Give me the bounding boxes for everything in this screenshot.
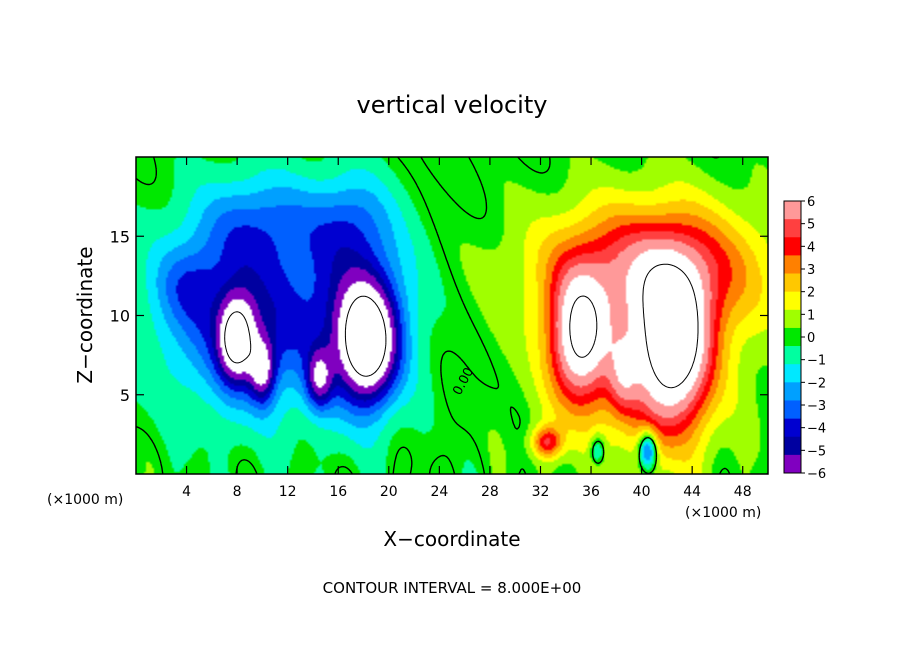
x-tick-label: 8: [233, 484, 242, 500]
colorbar-label: 4: [807, 240, 815, 255]
colorbar-bin: [784, 454, 801, 474]
colorbar-label: 2: [807, 286, 815, 301]
colorbar-bin: [784, 255, 801, 274]
y-tick-label: 5: [120, 386, 130, 405]
y-axis-label: Z−coordinate: [73, 246, 97, 383]
y-tick-label: 10: [110, 307, 130, 326]
x-tick-label: 40: [633, 484, 651, 500]
colorbar-bin: [784, 201, 801, 220]
colorbar-bin: [784, 436, 801, 456]
x-tick-label: 16: [329, 484, 347, 500]
x-unit-left: (×1000 m): [47, 492, 123, 508]
x-tick-label: 36: [582, 484, 600, 500]
y-tick-label: 15: [110, 227, 130, 246]
colorbar-bin: [784, 364, 801, 383]
x-tick-label: 4: [182, 484, 191, 500]
colorbar-bin: [784, 382, 801, 401]
colorbar-label: −2: [807, 376, 826, 391]
contour-line: [569, 263, 699, 389]
colorbar-label: −4: [807, 422, 826, 437]
x-tick-label: 44: [683, 484, 701, 500]
x-tick-label: 12: [279, 484, 297, 500]
x-unit-right: (×1000 m): [685, 505, 761, 521]
colorbar-bin: [784, 346, 801, 365]
colorbar-label: −1: [807, 354, 826, 369]
x-tick-label: 48: [734, 484, 752, 500]
chart-title: vertical velocity: [357, 91, 548, 119]
colorbar-label: −6: [807, 467, 826, 482]
colorbar-label: 3: [807, 263, 815, 278]
colorbar-label: −5: [807, 444, 826, 459]
colorbar-bin: [784, 291, 801, 311]
x-tick-label: 24: [430, 484, 448, 500]
colorbar-label: 5: [807, 218, 815, 233]
colorbar-label: 1: [807, 308, 815, 323]
colorbar-bin: [784, 219, 801, 238]
velocity-field: [136, 157, 768, 474]
y-axis-ticks: 5 10 15: [110, 227, 768, 405]
colorbar-label: −3: [807, 399, 826, 414]
colorbar-label: 6: [807, 195, 815, 210]
colorbar-bin: [784, 418, 801, 438]
x-tick-label: 28: [481, 484, 499, 500]
colorbar-bin: [784, 237, 801, 256]
x-axis-label: X−coordinate: [383, 527, 520, 551]
colorbar-bin: [784, 327, 801, 347]
x-axis-ticks: 4 8 12 16 20 24 28 32 36 40 44 48: [182, 157, 752, 500]
contour-interval-footer: CONTOUR INTERVAL = 8.000E+00: [323, 579, 582, 597]
colorbar-label: 0: [807, 331, 815, 346]
colorbar-bin: [784, 309, 801, 329]
contour-line: [224, 295, 387, 377]
colorbar-bin: [784, 273, 801, 292]
colorbar-bin: [784, 400, 801, 419]
x-tick-label: 32: [532, 484, 550, 500]
colorbar: 6 5 4 3 2 1 0 −1 −2 −3 −4 −5 −6: [783, 195, 826, 482]
x-tick-label: 20: [380, 484, 398, 500]
